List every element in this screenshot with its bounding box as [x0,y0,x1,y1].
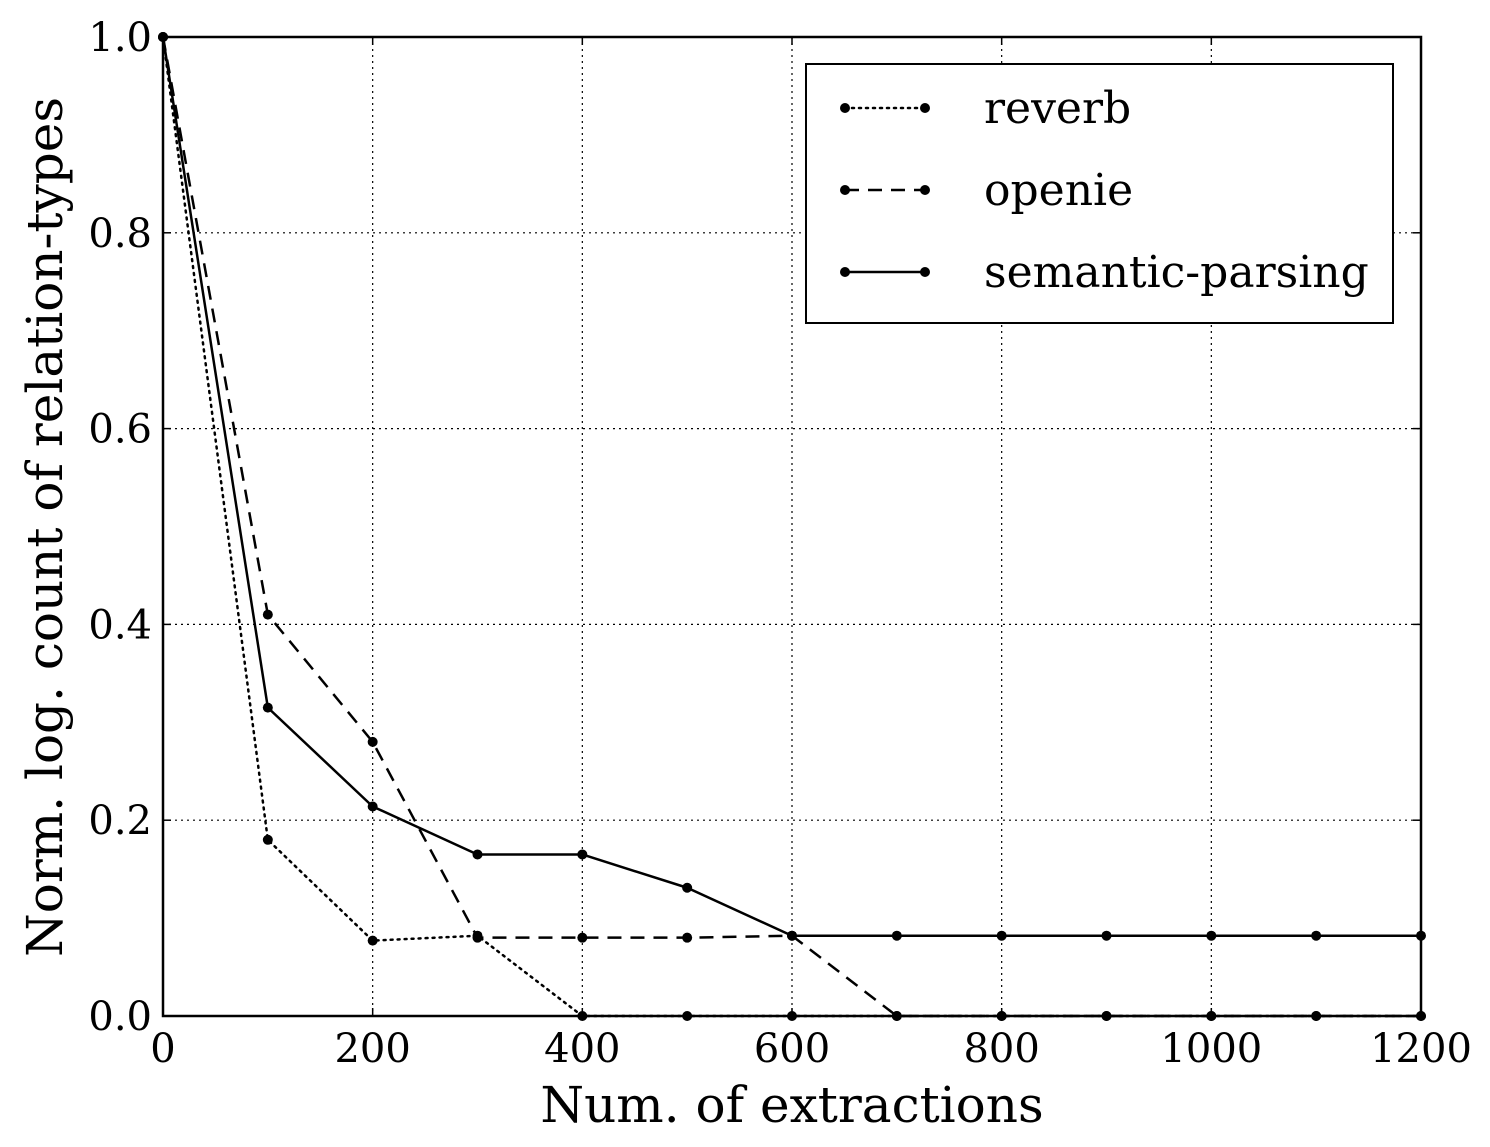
data-point-semantic-parsing [262,702,273,713]
data-point-openie [577,932,588,943]
legend-marker [920,103,930,113]
legend-marker [920,185,930,195]
data-point-semantic-parsing [996,930,1007,941]
legend-items: reverb openie semantic-parsing [840,83,1369,298]
y-axis-title: Norm. log. count of relation-types [16,97,74,957]
legend-label: reverb [984,83,1131,134]
y-tick-label: 0.0 [88,994,152,1040]
data-point-semantic-parsing [682,882,693,893]
legend-marker [840,103,850,113]
x-tick-label: 1200 [1370,1026,1472,1072]
legend-label: semantic-parsing [984,247,1369,298]
data-point-semantic-parsing [577,849,588,860]
x-axis-title: Num. of extractions [540,1076,1043,1134]
series-semantic-parsing [158,32,1426,941]
data-point-semantic-parsing [367,801,378,812]
data-point-openie [472,932,483,943]
x-tick-label: 600 [754,1026,830,1072]
legend-marker [840,267,850,277]
legend-label: openie [984,165,1133,216]
y-tick-label: 0.4 [88,602,152,648]
x-tick-label: 0 [150,1026,175,1072]
y-tick-label: 0.6 [88,407,152,453]
legend-item-reverb: reverb [840,83,1131,134]
data-point-semantic-parsing [472,849,483,860]
x-tick-label: 1000 [1160,1026,1262,1072]
legend-item-openie: openie [840,165,1133,216]
data-point-semantic-parsing [787,930,797,941]
data-point-reverb [262,834,273,845]
y-tick-label: 1.0 [88,15,152,61]
data-point-semantic-parsing [1206,930,1217,941]
data-point-reverb [367,935,378,946]
legend: reverb openie semantic-parsing [805,63,1394,324]
legend-item-semantic-parsing: semantic-parsing [840,247,1369,298]
data-point-openie [367,736,378,747]
data-point-semantic-parsing [1311,930,1322,941]
data-point-semantic-parsing [891,930,902,941]
axis-ticks: 0 200 400 600 800 1000 1200 0.0 0.2 0.4 0.6 0.8 1.0 [88,15,1472,1072]
data-point-openie [682,932,693,943]
legend-marker [920,267,930,277]
y-tick-label: 0.8 [88,211,152,257]
data-point-openie [262,609,273,620]
x-tick-label: 400 [544,1026,620,1072]
x-tick-label: 800 [963,1026,1039,1072]
x-tick-label: 200 [334,1026,410,1072]
data-point-semantic-parsing [1101,930,1112,941]
legend-marker [840,185,850,195]
y-tick-label: 0.2 [88,798,152,844]
